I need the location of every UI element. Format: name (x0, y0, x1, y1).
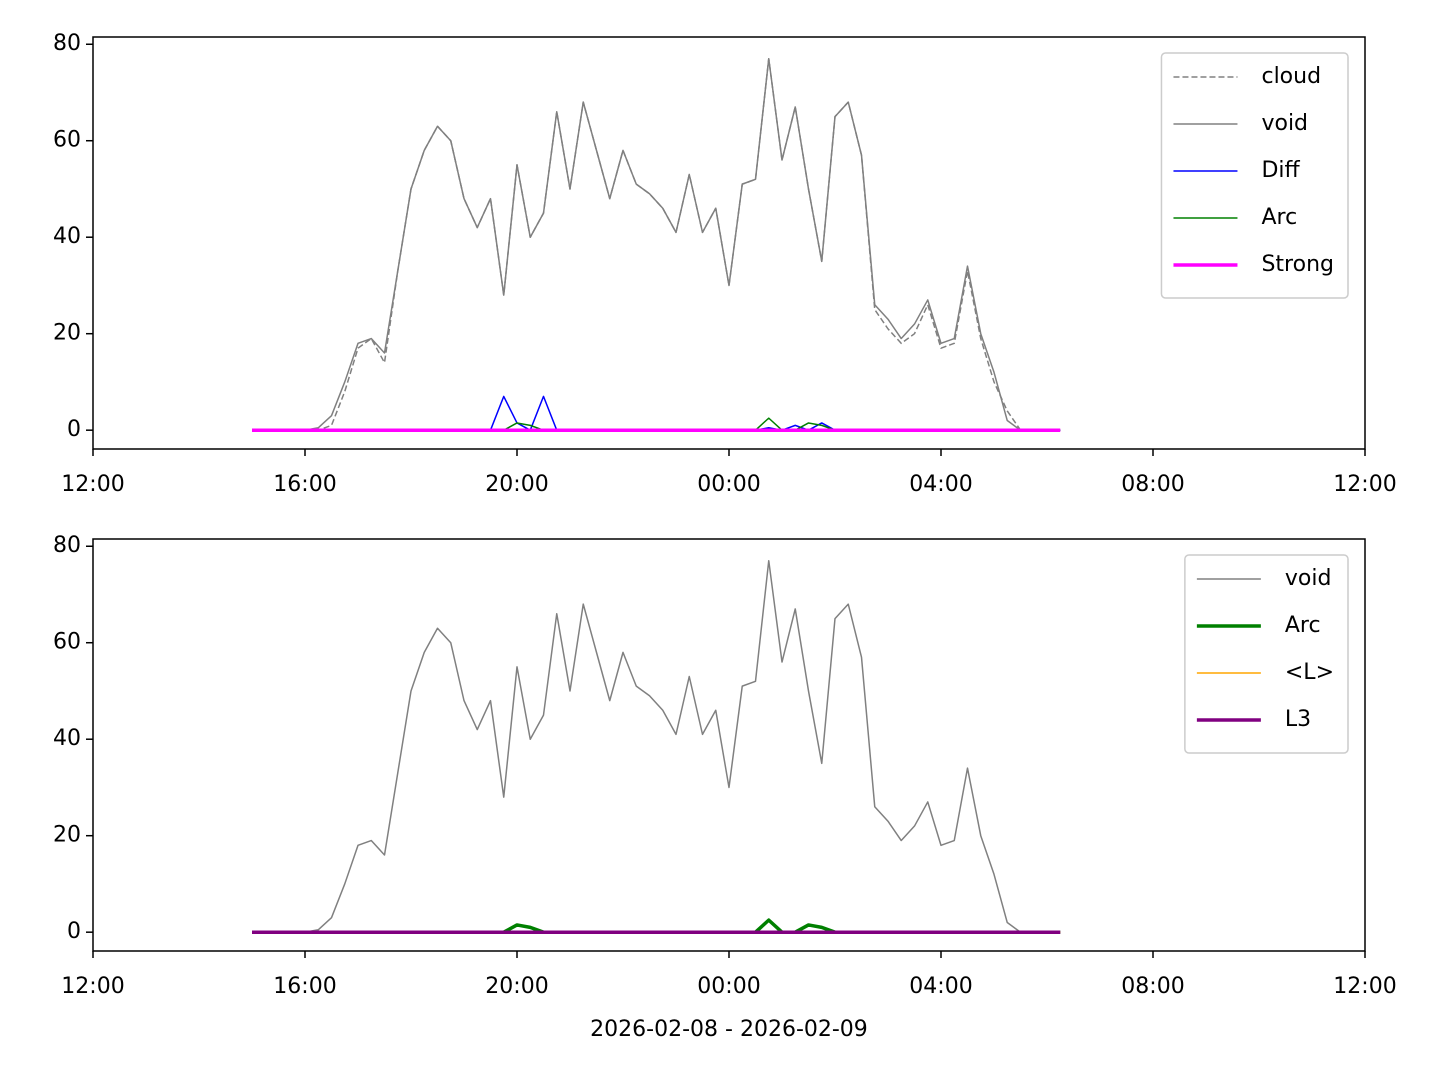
series-line (252, 57, 1061, 431)
y-tick-label: 80 (53, 533, 81, 558)
series-line (252, 57, 1061, 431)
x-tick-label: 16:00 (273, 472, 336, 497)
x-tick-label: 12:00 (1333, 974, 1396, 999)
y-tick-label: 40 (53, 224, 81, 249)
y-tick-label: 0 (67, 417, 81, 442)
x-tick-label: 04:00 (909, 472, 972, 497)
y-tick-label: 20 (53, 823, 81, 848)
x-tick-label: 12:00 (61, 974, 124, 999)
x-tick-label: 12:00 (61, 472, 124, 497)
legend-frame (1160, 52, 1349, 299)
legend-label: cloud (1261, 64, 1321, 89)
legend-label: Diff (1261, 158, 1300, 183)
x-tick-label: 08:00 (1121, 472, 1184, 497)
legend-label: Arc (1261, 205, 1297, 230)
y-tick-label: 60 (53, 128, 81, 153)
x-tick-label: 20:00 (485, 472, 548, 497)
y-tick-label: 0 (67, 919, 81, 944)
legend-frame (1184, 554, 1349, 754)
legend-label: Strong (1261, 252, 1334, 277)
y-tick-label: 60 (53, 630, 81, 655)
y-tick-label: 20 (53, 321, 81, 346)
legend-label: void (1261, 111, 1308, 136)
legend: cloud void Diff Arc Strong (1160, 52, 1349, 299)
x-tick-label: 20:00 (485, 974, 548, 999)
x-tick-label: 08:00 (1121, 974, 1184, 999)
y-tick-label: 40 (53, 726, 81, 751)
legend-label: void (1285, 566, 1332, 591)
subplot: 0 20 40 60 80 12:00 16:00 20:00 00:00 04:00 08:00 1… (53, 533, 1397, 1042)
x-axis-label: 2026-02-08 - 2026-02-09 (590, 1017, 868, 1042)
x-tick-label: 04:00 (909, 974, 972, 999)
series-line (252, 395, 1061, 431)
x-tick-label: 12:00 (1333, 472, 1396, 497)
subplot: 0 20 40 60 80 12:00 16:00 20:00 00:00 04:00 08:00 1… (53, 31, 1397, 497)
plot-frame (92, 538, 1366, 952)
x-tick-label: 16:00 (273, 974, 336, 999)
legend-label: Arc (1285, 613, 1321, 638)
x-tick-label: 00:00 (697, 472, 760, 497)
y-tick-label: 80 (53, 31, 81, 56)
series-line (252, 417, 1061, 431)
series-line (252, 559, 1061, 933)
legend-label: <L> (1285, 660, 1334, 685)
x-tick-label: 00:00 (697, 974, 760, 999)
series-line (252, 918, 1061, 934)
legend: void Arc <L> L3 (1184, 554, 1349, 754)
legend-label: L3 (1285, 707, 1311, 732)
